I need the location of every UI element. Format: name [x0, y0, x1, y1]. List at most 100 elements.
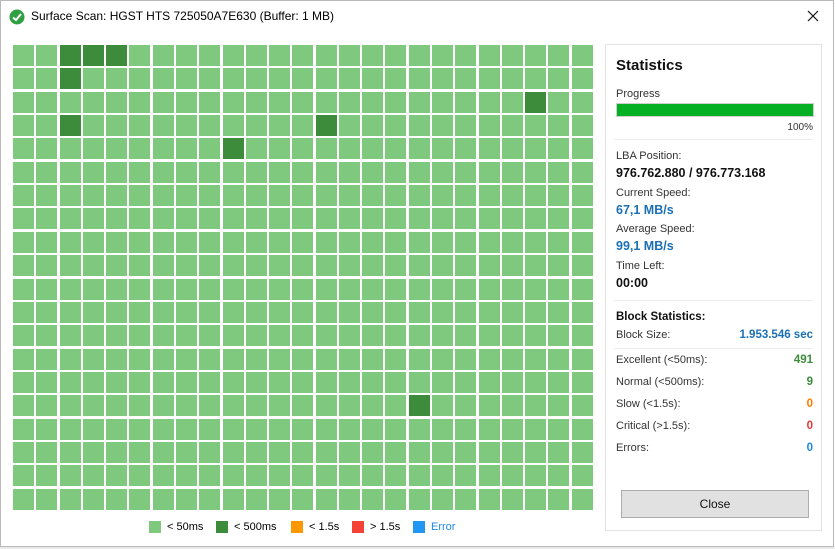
scan-block [455, 255, 477, 277]
scan-block [292, 138, 314, 160]
square-icon [216, 521, 228, 533]
block-size-label: Block Size: [616, 329, 671, 341]
scan-block [175, 441, 197, 463]
scan-block [82, 208, 104, 230]
scan-block [175, 185, 197, 207]
scan-block [82, 255, 104, 277]
surface-scan-grid [12, 44, 594, 512]
scan-block [152, 45, 174, 66]
scan-block [362, 465, 384, 487]
scan-block [385, 395, 407, 417]
scan-block [501, 115, 523, 137]
scan-block [245, 255, 267, 277]
scan-block [478, 278, 500, 300]
scan-block [478, 301, 500, 323]
scan-block [292, 161, 314, 183]
scan-block [36, 371, 58, 393]
scan-block [315, 255, 337, 277]
close-button[interactable]: Close [621, 490, 809, 518]
current-speed-value: 67,1 MB/s [616, 203, 674, 217]
scan-block [152, 465, 174, 487]
scan-block [175, 231, 197, 253]
scan-block [269, 115, 291, 137]
scan-block [432, 115, 454, 137]
scan-block [152, 395, 174, 417]
scan-block [129, 138, 151, 160]
scan-block [432, 255, 454, 277]
scan-block [385, 138, 407, 160]
critical-label: Critical (>1.5s): [616, 420, 691, 432]
scan-block [385, 91, 407, 113]
scan-block [408, 208, 430, 230]
scan-block [501, 45, 523, 66]
scan-block [338, 395, 360, 417]
scan-block [525, 255, 547, 277]
scan-block [152, 231, 174, 253]
scan-block [408, 465, 430, 487]
scan-block [338, 255, 360, 277]
scan-block [59, 278, 81, 300]
scan-block [269, 488, 291, 510]
divider [614, 300, 813, 301]
scan-block [362, 231, 384, 253]
scan-block [571, 138, 593, 160]
scan-block [338, 138, 360, 160]
scan-block [199, 115, 221, 137]
scan-block [129, 255, 151, 277]
scan-block [501, 418, 523, 440]
scan-block [501, 301, 523, 323]
scan-block [82, 301, 104, 323]
lba-value: 976.762.880 / 976.773.168 [616, 166, 766, 180]
scan-block [571, 348, 593, 370]
scan-block [432, 465, 454, 487]
scan-block [199, 68, 221, 90]
scan-block [245, 45, 267, 66]
scan-block [455, 161, 477, 183]
scan-block [338, 185, 360, 207]
scan-block [152, 115, 174, 137]
scan-block [548, 208, 570, 230]
scan-block [106, 371, 128, 393]
scan-block [408, 441, 430, 463]
scan-block [245, 115, 267, 137]
scan-block [152, 348, 174, 370]
scan-block [129, 371, 151, 393]
scan-block [59, 208, 81, 230]
scan-block [432, 91, 454, 113]
scan-block [36, 161, 58, 183]
scan-block [385, 325, 407, 347]
scan-block [548, 115, 570, 137]
scan-block [501, 91, 523, 113]
scan-block [222, 138, 244, 160]
scan-block [292, 465, 314, 487]
scan-block [36, 185, 58, 207]
divider [614, 139, 813, 140]
scan-block [82, 231, 104, 253]
scan-block [152, 278, 174, 300]
scan-block [106, 395, 128, 417]
window-close-button[interactable] [799, 3, 827, 29]
critical-value: 0 [806, 420, 813, 432]
scan-block [199, 418, 221, 440]
legend-item-error: Error [413, 519, 455, 535]
scan-block [13, 278, 34, 300]
scan-block [106, 231, 128, 253]
legend-item-lt1-5s: < 1.5s [291, 519, 339, 535]
legend-item-gt1-5s: > 1.5s [352, 519, 400, 535]
scan-block [455, 185, 477, 207]
excellent-value: 491 [793, 354, 813, 366]
scan-block [13, 371, 34, 393]
scan-block [338, 68, 360, 90]
scan-block [478, 185, 500, 207]
scan-block [362, 325, 384, 347]
scan-block [362, 488, 384, 510]
scan-block [548, 45, 570, 66]
scan-block [315, 68, 337, 90]
scan-block [106, 138, 128, 160]
scan-block [315, 185, 337, 207]
scan-block [525, 465, 547, 487]
scan-block [525, 418, 547, 440]
critical-row: Critical (>1.5s): 0 [616, 420, 813, 436]
scan-block [525, 68, 547, 90]
scan-block [455, 278, 477, 300]
